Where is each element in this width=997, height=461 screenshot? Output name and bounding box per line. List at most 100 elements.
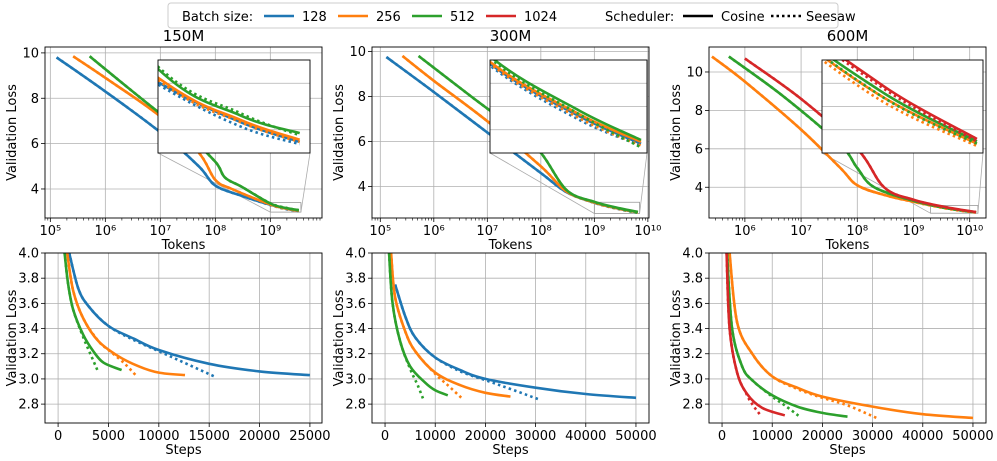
x-tick-label: 10⁷ <box>476 224 498 239</box>
inset-connector <box>639 152 648 214</box>
x-tick-label: 40000 <box>565 429 606 444</box>
x-tick-label: 10⁸ <box>846 224 868 239</box>
series-256-seesaw <box>711 55 977 214</box>
series-512-cosine <box>63 253 123 372</box>
panel-3: 10⁶ 10⁷ 10⁸ 10⁹ 10¹⁰ 4 6 8 10 600M Tokens Validatio… <box>669 27 987 253</box>
inset-frame <box>821 59 984 154</box>
y-tick-label: 4.0 <box>682 247 703 262</box>
panel-title: 300M <box>490 27 532 45</box>
legend-label-128: 128 <box>302 10 327 25</box>
y-tick-label: 2.8 <box>18 398 39 413</box>
x-axis-label: Steps <box>492 443 529 458</box>
y-tick-label: 3.8 <box>18 272 39 287</box>
series-128-seesaw <box>67 253 215 378</box>
y-tick-label: 10 <box>22 46 39 61</box>
x-axis-label: Tokens <box>161 238 206 253</box>
x-tick-label: 30000 <box>852 429 893 444</box>
x-tick-label: 50000 <box>952 429 993 444</box>
series-1024-cosine <box>725 253 786 417</box>
legend: Batch size: 128 256 512 1024 Scheduler: … <box>167 2 856 29</box>
inset-series-128-seesaw <box>490 63 642 147</box>
panel-2: 10⁵ 10⁶ 10⁷ 10⁸ 10⁹ 10¹⁰ 4 6 8 10 300M Tokens Valida… <box>332 27 661 253</box>
series-1024-seesaw <box>744 57 977 214</box>
panel-title: 150M <box>163 27 205 45</box>
x-tick-label: 10⁷ <box>149 224 171 239</box>
y-axis-label: Validation Loss <box>5 289 20 386</box>
x-tick-label: 50000 <box>615 429 656 444</box>
y-axis-label: Validation Loss <box>332 84 347 181</box>
x-tick-label: 10⁶ <box>94 224 116 239</box>
x-tick-label: 0 <box>381 429 389 444</box>
y-tick-label: 8 <box>31 92 39 107</box>
y-tick-label: 3.2 <box>18 347 39 362</box>
series-128-cosine <box>393 284 637 400</box>
axes-frame <box>371 46 650 219</box>
series-256-seesaw <box>401 54 639 214</box>
x-tick-label: 10000 <box>752 429 793 444</box>
series-256-cosine <box>728 253 974 420</box>
y-tick-label: 3.6 <box>682 297 703 312</box>
inset-frame <box>157 59 311 154</box>
y-tick-label: 3.2 <box>345 347 366 362</box>
inset-series-512-cosine <box>492 60 642 142</box>
series-256-seesaw <box>65 253 137 377</box>
inset-frame <box>489 59 648 154</box>
series-256-cosine <box>65 253 186 377</box>
y-tick-label: 8 <box>358 90 366 105</box>
x-tick-label: 10⁶ <box>423 224 445 239</box>
inset-series-256-seesaw <box>490 62 642 147</box>
x-tick-label: 10⁹ <box>903 224 925 239</box>
series-1024-seesaw <box>725 253 761 415</box>
series-128-seesaw <box>385 56 639 214</box>
panel-6: 0 10000 20000 30000 40000 50000 2.8 3.0 3.2 3.4 3.… <box>669 247 994 459</box>
y-tick-label: 4.0 <box>18 247 39 262</box>
y-tick-label: 3.0 <box>18 372 39 387</box>
axes-frame <box>371 252 650 424</box>
y-tick-label: 10 <box>349 45 366 60</box>
x-axis-label: Tokens <box>825 238 870 253</box>
x-tick-label: 40000 <box>902 429 943 444</box>
series-512-seesaw <box>63 253 99 371</box>
inset-indicator <box>269 202 302 213</box>
x-axis-label: Tokens <box>488 238 533 253</box>
legend-scheduler-title: Scheduler: <box>605 10 674 25</box>
series-128-seesaw <box>393 284 539 401</box>
y-tick-label: 4 <box>695 181 703 196</box>
inset-connector <box>821 152 931 214</box>
x-tick-label: 10⁵ <box>39 224 61 239</box>
y-tick-label: 6 <box>358 135 366 150</box>
x-tick-label: 10⁵ <box>369 224 391 239</box>
y-tick-label: 3.8 <box>345 272 366 287</box>
y-tick-label: 3.6 <box>18 297 39 312</box>
inset-zoom <box>157 59 311 154</box>
legend-label-256: 256 <box>376 10 401 25</box>
axes-frame <box>708 252 987 424</box>
y-tick-label: 10 <box>686 65 703 80</box>
x-tick-label: 20000 <box>802 429 843 444</box>
y-axis-label: Validation Loss <box>5 84 20 181</box>
x-tick-label: 30000 <box>515 429 556 444</box>
inset-connector <box>157 152 271 213</box>
series-256-seesaw <box>728 253 878 420</box>
series-512-seesaw <box>725 253 801 418</box>
x-tick-label: 10⁹ <box>583 224 605 239</box>
y-tick-label: 2.8 <box>682 398 703 413</box>
y-tick-label: 3.0 <box>345 372 366 387</box>
x-tick-label: 10¹⁰ <box>956 224 983 239</box>
x-axis-label: Steps <box>829 443 866 458</box>
series-128-cosine <box>67 253 310 377</box>
y-axis-label: Validation Loss <box>669 289 684 386</box>
x-tick-label: 20000 <box>465 429 506 444</box>
inset-zoom <box>489 59 648 154</box>
legend-label-512: 512 <box>450 10 475 25</box>
y-tick-label: 3.6 <box>345 297 366 312</box>
y-tick-label: 3.4 <box>345 322 366 337</box>
x-tick-label: 0 <box>718 429 726 444</box>
y-tick-label: 8 <box>695 104 703 119</box>
legend-label-seesaw: Seesaw <box>806 10 856 25</box>
x-tick-label: 5000 <box>92 429 125 444</box>
y-tick-label: 2.8 <box>345 398 366 413</box>
x-axis-label: Steps <box>165 443 202 458</box>
y-tick-label: 3.0 <box>682 372 703 387</box>
